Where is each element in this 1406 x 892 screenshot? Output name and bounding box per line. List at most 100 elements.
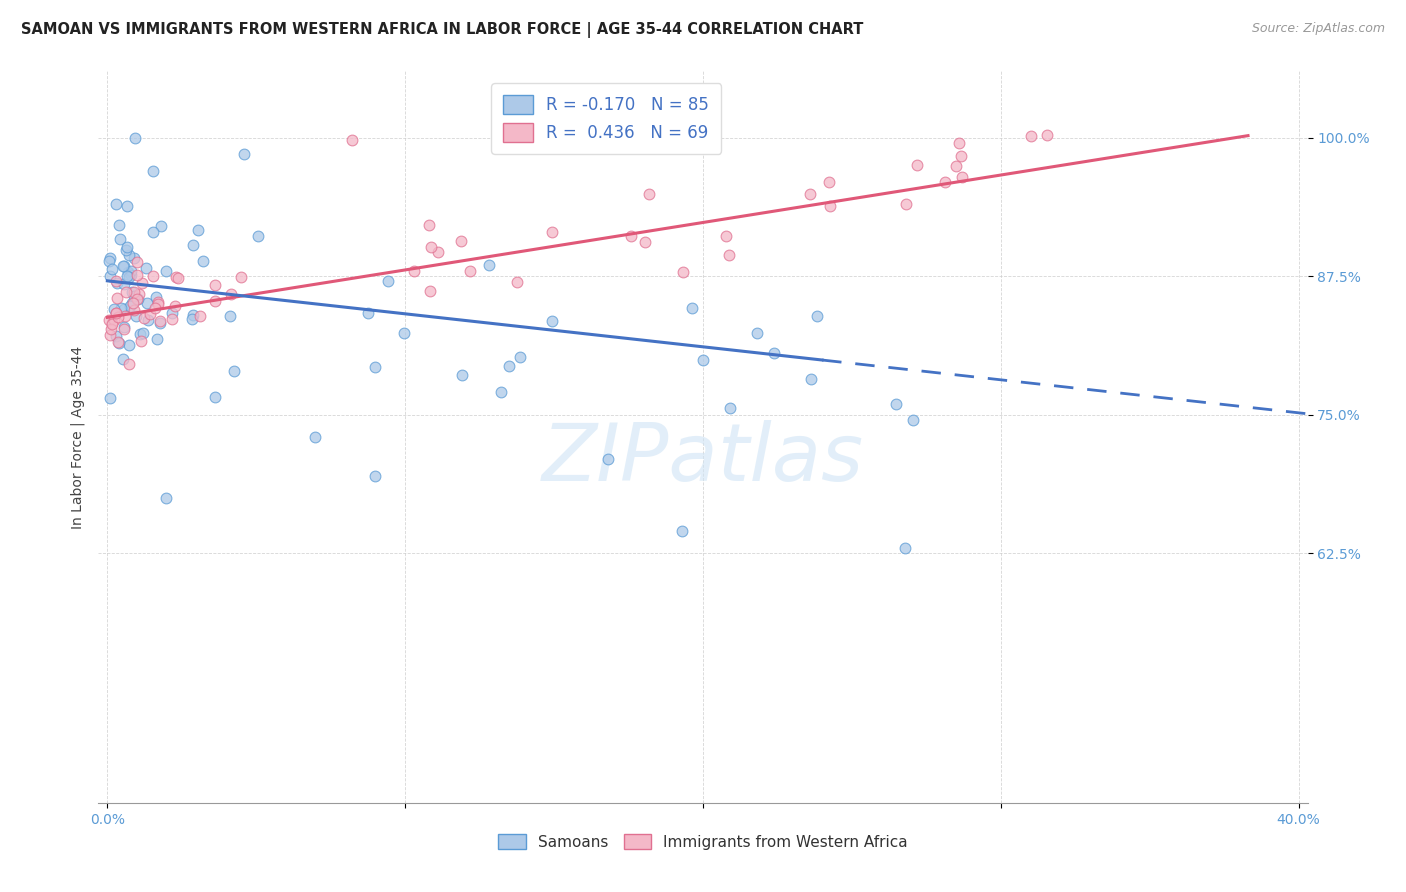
Point xyxy=(638,186,661,201)
Point xyxy=(114,285,136,300)
Point xyxy=(146,297,169,311)
Point xyxy=(181,308,204,322)
Point xyxy=(160,312,183,326)
Point xyxy=(187,223,209,237)
Point xyxy=(104,197,127,211)
Point xyxy=(105,276,128,290)
Point xyxy=(120,263,142,277)
Point xyxy=(149,316,172,330)
Point xyxy=(118,270,141,285)
Point xyxy=(128,286,150,301)
Point xyxy=(122,302,145,317)
Point xyxy=(167,271,190,285)
Point xyxy=(718,401,741,416)
Point xyxy=(377,274,399,288)
Point xyxy=(950,169,973,184)
Point xyxy=(100,322,122,336)
Point xyxy=(498,359,520,373)
Point xyxy=(420,240,443,254)
Point xyxy=(98,328,121,343)
Point xyxy=(112,322,135,336)
Point xyxy=(540,225,562,239)
Point xyxy=(112,320,135,334)
Point xyxy=(165,270,187,285)
Point xyxy=(101,261,124,276)
Point xyxy=(131,276,153,290)
Point xyxy=(799,187,821,202)
Point xyxy=(129,334,152,349)
Point xyxy=(191,254,214,268)
Point xyxy=(745,326,768,340)
Point xyxy=(124,131,146,145)
Point xyxy=(136,312,159,326)
Point xyxy=(596,452,619,467)
Point xyxy=(392,326,415,340)
Point xyxy=(125,309,148,323)
Point xyxy=(118,299,141,313)
Point xyxy=(121,285,143,299)
Point xyxy=(129,327,152,342)
Y-axis label: In Labor Force | Age 35-44: In Labor Force | Age 35-44 xyxy=(70,345,84,529)
Point xyxy=(800,372,823,386)
Point xyxy=(135,260,157,275)
Point xyxy=(218,310,240,324)
Point xyxy=(894,196,917,211)
Point xyxy=(155,264,177,278)
Point xyxy=(905,158,928,172)
Point xyxy=(107,291,129,305)
Point xyxy=(118,248,141,262)
Point xyxy=(162,306,184,320)
Point xyxy=(134,311,156,326)
Point xyxy=(672,265,695,279)
Point xyxy=(506,275,529,289)
Point xyxy=(155,491,177,505)
Point xyxy=(115,240,138,254)
Point xyxy=(127,292,149,306)
Point xyxy=(125,268,148,282)
Point xyxy=(112,259,135,273)
Point xyxy=(103,313,125,327)
Point xyxy=(125,293,148,307)
Point xyxy=(763,346,786,360)
Point xyxy=(219,286,242,301)
Point xyxy=(112,351,135,366)
Point xyxy=(204,390,226,404)
Point xyxy=(142,164,165,178)
Point xyxy=(114,302,136,317)
Point xyxy=(901,413,924,427)
Point xyxy=(105,306,128,320)
Point xyxy=(204,277,226,292)
Point xyxy=(98,391,121,405)
Point xyxy=(101,317,124,331)
Point xyxy=(132,326,155,340)
Point xyxy=(104,306,127,320)
Point xyxy=(478,258,501,272)
Point xyxy=(458,264,481,278)
Point xyxy=(122,289,145,303)
Point xyxy=(620,229,643,244)
Point xyxy=(246,228,269,243)
Point xyxy=(692,353,714,368)
Point xyxy=(107,310,129,325)
Point xyxy=(418,218,440,232)
Point xyxy=(142,225,165,239)
Point xyxy=(114,309,136,323)
Point xyxy=(364,360,387,375)
Point xyxy=(717,247,740,261)
Point xyxy=(229,270,252,285)
Point xyxy=(181,238,204,252)
Point xyxy=(108,336,131,351)
Point xyxy=(163,299,186,313)
Point xyxy=(145,290,167,304)
Point xyxy=(716,229,738,244)
Point xyxy=(818,199,841,213)
Point xyxy=(122,296,145,310)
Point xyxy=(304,430,326,444)
Point xyxy=(634,235,657,249)
Point xyxy=(1019,128,1042,143)
Point xyxy=(402,264,425,278)
Point xyxy=(148,295,170,310)
Point xyxy=(509,350,531,364)
Point xyxy=(97,313,120,327)
Point xyxy=(204,293,226,308)
